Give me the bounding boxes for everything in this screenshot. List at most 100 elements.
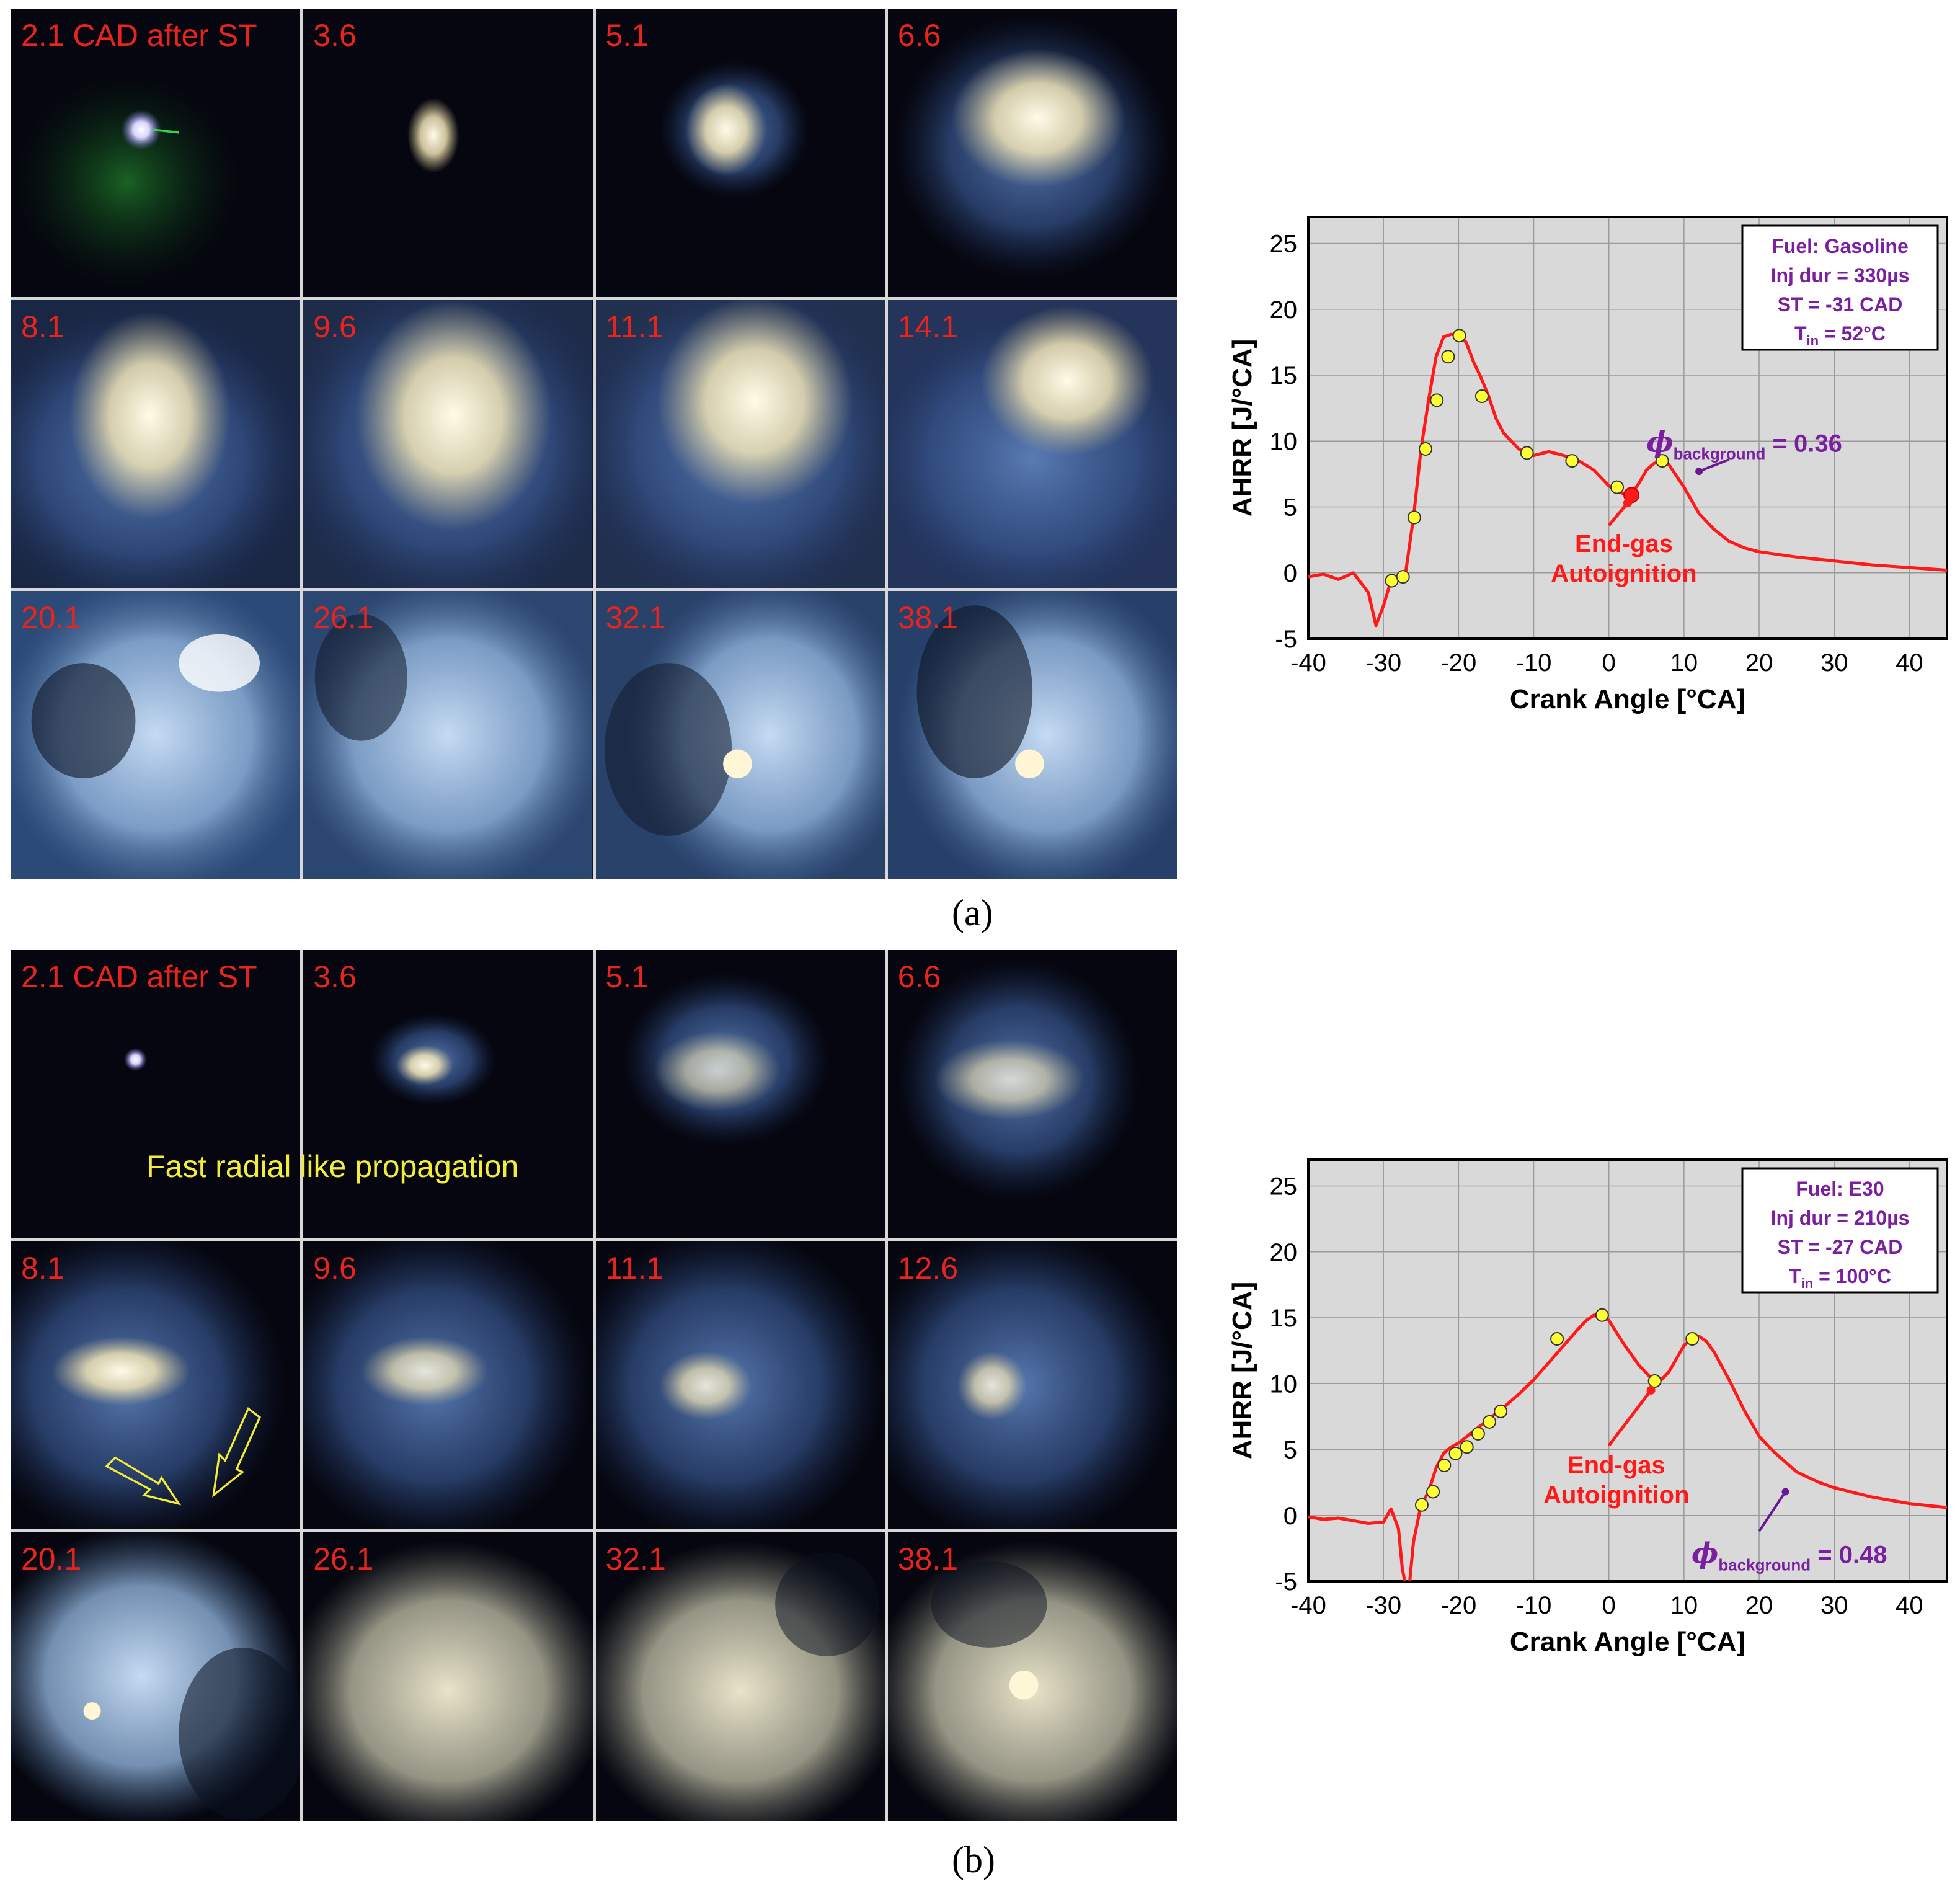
x-tick-label: 10 bbox=[1670, 1592, 1698, 1619]
combustion-image bbox=[11, 591, 301, 879]
legend-line: Inj dur = 330µs bbox=[1771, 264, 1910, 286]
x-axis-label: Crank Angle [°CA] bbox=[1510, 684, 1745, 714]
arrow-icon bbox=[105, 1456, 182, 1506]
image-timing-point bbox=[1385, 574, 1399, 588]
image-timing-point bbox=[1414, 1498, 1429, 1512]
combustion-image bbox=[887, 1541, 1177, 1821]
y-tick-label: 10 bbox=[1270, 428, 1298, 455]
legend-line: ST = -27 CAD bbox=[1778, 1236, 1903, 1258]
frame-label: 6.6 bbox=[897, 959, 941, 994]
ahrr-chart-b: -40 -30 -20 -10 0 10 20 30 40 -5 0 5 10 15 20 25 Crank A… bbox=[1227, 1158, 1948, 1657]
frame-a-9: 20.1 bbox=[11, 591, 301, 879]
phi-arrow-head-icon bbox=[1695, 468, 1703, 476]
combustion-image bbox=[595, 1541, 885, 1821]
frame-label: 32.1 bbox=[605, 600, 666, 636]
autoignition-label: End-gas bbox=[1568, 1452, 1665, 1479]
image-timing-point bbox=[1441, 350, 1455, 364]
x-tick-label: -40 bbox=[1290, 1592, 1326, 1619]
image-timing-point bbox=[1452, 329, 1466, 343]
combustion-image bbox=[595, 1241, 885, 1530]
plot-border bbox=[1307, 216, 1948, 640]
tin-main: T bbox=[1789, 1265, 1801, 1287]
frame-label: 5.1 bbox=[605, 959, 649, 994]
frame-b-9: 20.1 bbox=[11, 1532, 301, 1821]
y-tick-label: 0 bbox=[1284, 1503, 1297, 1530]
phi-sub: background bbox=[1718, 1555, 1811, 1574]
tin-sub: in bbox=[1807, 333, 1819, 349]
frame-b-2: 3.6 bbox=[303, 950, 593, 1238]
x-tick-label: 20 bbox=[1745, 1592, 1773, 1619]
legend-line-tin: Tin = 52°C bbox=[1794, 322, 1886, 349]
tin-main: T bbox=[1794, 322, 1807, 345]
frame-a-5: 8.1 bbox=[11, 300, 301, 588]
frame-b-4: 6.6 bbox=[887, 950, 1177, 1238]
image-timing-point bbox=[1396, 570, 1410, 584]
frame-a-1: 2.1 CAD after ST bbox=[11, 9, 301, 297]
frame-label: 8.1 bbox=[21, 1250, 64, 1286]
image-timing-point bbox=[1494, 1404, 1508, 1418]
frame-b-7: 11.1 bbox=[595, 1241, 885, 1530]
image-timing-point bbox=[1685, 1332, 1700, 1346]
legend-box bbox=[1741, 224, 1939, 351]
x-tick-label: 0 bbox=[1602, 649, 1616, 677]
frame-label: 12.6 bbox=[897, 1250, 959, 1286]
plot-border bbox=[1307, 1158, 1948, 1583]
phi-annotation: ϕbackground = 0.36 bbox=[1646, 425, 1842, 463]
image-timing-point bbox=[1520, 446, 1534, 460]
phi-annotation: ϕbackground = 0.48 bbox=[1692, 1536, 1887, 1574]
phi-sub: background bbox=[1674, 444, 1766, 463]
autoignition-arrow-icon bbox=[1607, 1389, 1652, 1447]
frame-a-4: 6.6 bbox=[887, 9, 1177, 297]
combustion-image bbox=[303, 1241, 593, 1530]
combustion-image bbox=[303, 300, 593, 588]
x-tick-label: 40 bbox=[1896, 1592, 1923, 1619]
tin-rest: = 52°C bbox=[1819, 322, 1886, 345]
combustion-image bbox=[896, 958, 1140, 1201]
x-tick-label: 0 bbox=[1602, 1592, 1616, 1619]
image-timing-point bbox=[1460, 1440, 1474, 1454]
frame-label: 3.6 bbox=[313, 959, 357, 994]
image-timing-point bbox=[1448, 1446, 1463, 1460]
phi-value: = 0.48 bbox=[1811, 1541, 1887, 1568]
frame-label: 20.1 bbox=[21, 600, 82, 636]
frame-label: 26.1 bbox=[313, 600, 374, 636]
autoignition-label: Autoignition bbox=[1543, 1481, 1689, 1509]
frame-a-2: 3.6 bbox=[303, 9, 593, 297]
combustion-image bbox=[887, 300, 1177, 588]
combustion-image bbox=[595, 300, 885, 588]
frame-label: 38.1 bbox=[897, 1542, 959, 1577]
legend-line: Fuel: Gasoline bbox=[1772, 235, 1908, 257]
arrow-icon bbox=[212, 1406, 261, 1498]
frame-label: 2.1 CAD after ST bbox=[21, 18, 257, 53]
combustion-image bbox=[303, 591, 593, 879]
combustion-image bbox=[595, 591, 885, 879]
combustion-image bbox=[303, 1541, 593, 1821]
tin-rest: = 100°C bbox=[1813, 1265, 1891, 1287]
combustion-image bbox=[887, 1241, 1177, 1530]
frame-b-11: 32.1 bbox=[595, 1532, 885, 1821]
frame-label: 26.1 bbox=[313, 1542, 374, 1577]
frame-label: 32.1 bbox=[605, 1542, 666, 1577]
ahrr-chart-a: -40 -30 -20 -10 0 10 20 30 40 -5 0 5 10 15 20 25 Crank A… bbox=[1227, 216, 1948, 714]
combustion-image bbox=[887, 591, 1177, 879]
autoignition-arrow-head-icon bbox=[1623, 499, 1632, 508]
frame-label: 11.1 bbox=[605, 1250, 664, 1286]
y-tick-label: 20 bbox=[1270, 296, 1298, 324]
y-tick-label: 5 bbox=[1284, 1437, 1297, 1464]
combustion-image bbox=[11, 72, 242, 291]
image-timing-point bbox=[1565, 454, 1579, 468]
y-tick-label: 10 bbox=[1270, 1370, 1298, 1398]
y-tick-label: 5 bbox=[1284, 494, 1297, 522]
frame-b-5: 8.1 bbox=[11, 1241, 301, 1530]
phi-symbol: ϕ bbox=[1692, 1536, 1718, 1570]
frame-b-3: 5.1 bbox=[595, 950, 885, 1238]
y-tick-label: 15 bbox=[1270, 1305, 1298, 1332]
y-axis-label: AHRR [J/°CA] bbox=[1227, 339, 1257, 517]
y-tick-label: -5 bbox=[1275, 626, 1297, 653]
autoignition-arrow-head-icon bbox=[1646, 1385, 1656, 1395]
image-grid-a: 2.1 CAD after ST 3.6 5.1 6.6 8.1 bbox=[11, 9, 1177, 879]
x-tick-label: -20 bbox=[1440, 649, 1476, 677]
frame-b-10: 26.1 bbox=[303, 1532, 593, 1821]
image-timing-point bbox=[1419, 442, 1433, 456]
image-timing-point bbox=[1430, 393, 1444, 407]
